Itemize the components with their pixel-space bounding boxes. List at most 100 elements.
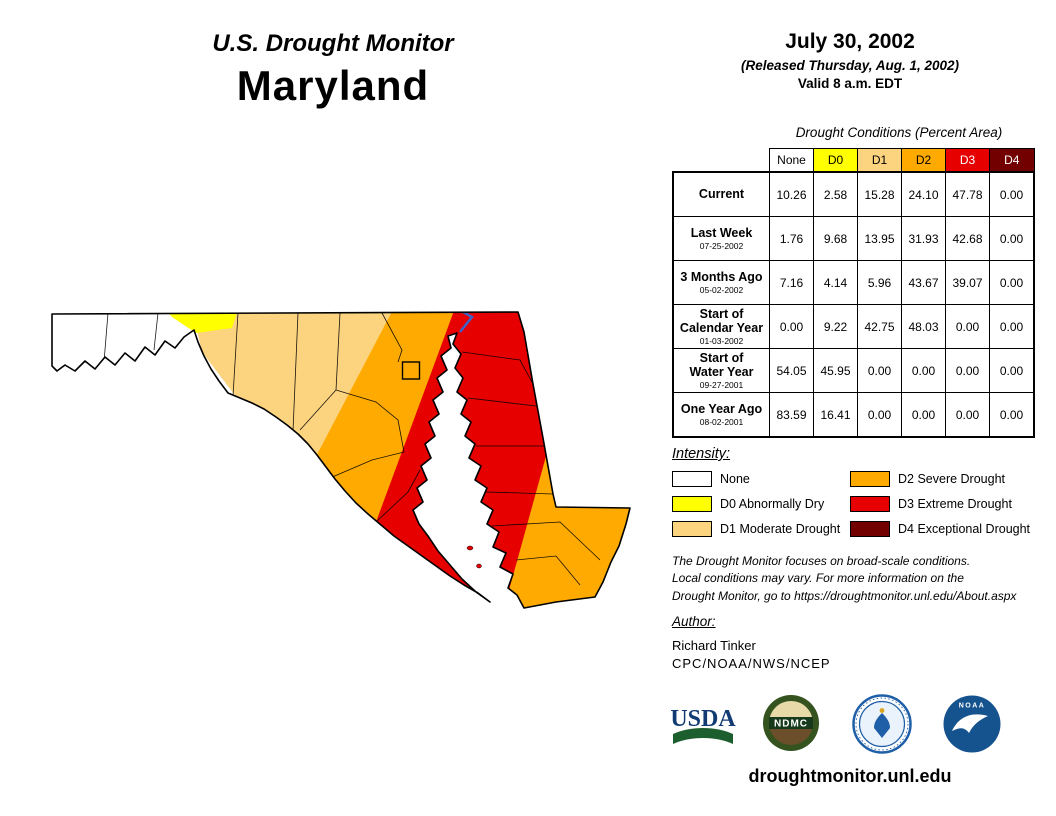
value-cell: 9.22 xyxy=(813,304,858,349)
noaa-logo: NOAA xyxy=(942,694,1002,759)
legend-item-d4: D4 Exceptional Drought xyxy=(850,520,1030,537)
row-label-last-week: Last Week 07-25-2002 xyxy=(672,216,770,261)
value-cell: 54.05 xyxy=(769,348,814,393)
column-header-d4: D4 xyxy=(989,148,1035,173)
column-header-d2: D2 xyxy=(901,148,946,173)
footer-url: droughtmonitor.unl.edu xyxy=(748,766,952,786)
legend-title: Intensity: xyxy=(672,446,731,462)
value-cell: 0.00 xyxy=(989,348,1035,393)
drought-conditions-table: None D0 D1 D2 D3 D4 Current 10.26 2.58 1… xyxy=(672,148,1035,438)
noaa-logo-text: NOAA xyxy=(959,703,986,710)
region-d0-abnormally-dry xyxy=(160,312,240,333)
county-boundaries xyxy=(103,312,601,586)
legend-column-left: None D0 Abnormally Dry D1 Moderate Droug… xyxy=(672,470,840,537)
value-cell: 0.00 xyxy=(901,392,946,438)
legend-item-d3: D3 Extreme Drought xyxy=(850,495,1030,512)
value-cell: 0.00 xyxy=(989,171,1035,217)
value-cell: 83.59 xyxy=(769,392,814,438)
commerce-seal-logo xyxy=(852,694,912,759)
bay-island xyxy=(466,545,474,551)
column-header-d0: D0 xyxy=(813,148,858,173)
legend-item-d0: D0 Abnormally Dry xyxy=(672,495,840,512)
table-row: Start of Calendar Year 01-03-2002 0.00 9… xyxy=(672,304,1035,349)
value-cell: 0.00 xyxy=(901,348,946,393)
map-date: July 30, 2002 xyxy=(785,30,915,53)
table-row: One Year Ago 08-02-2001 83.59 16.41 0.00… xyxy=(672,392,1035,438)
value-cell: 0.00 xyxy=(945,392,990,438)
disclaimer-text: The Drought Monitor focuses on broad-sca… xyxy=(672,554,1017,603)
value-cell: 4.14 xyxy=(813,260,858,305)
legend-item-d1: D1 Moderate Drought xyxy=(672,520,840,537)
value-cell: 0.00 xyxy=(857,348,902,393)
value-cell: 42.68 xyxy=(945,216,990,261)
value-cell: 16.41 xyxy=(813,392,858,438)
legend-swatch-d4 xyxy=(850,520,890,537)
value-cell: 0.00 xyxy=(945,348,990,393)
value-cell: 31.93 xyxy=(901,216,946,261)
value-cell: 2.58 xyxy=(813,171,858,217)
released-date: (Released Thursday, Aug. 1, 2002) xyxy=(740,58,960,73)
table-title: Drought Conditions (Percent Area) xyxy=(795,125,1003,140)
legend-column-right: D2 Severe Drought D3 Extreme Drought D4 … xyxy=(850,470,1030,537)
row-label-3-months-ago: 3 Months Ago 05-02-2002 xyxy=(672,260,770,305)
page-title: U.S. Drought Monitor xyxy=(212,30,454,57)
commerce-torch xyxy=(879,708,885,713)
value-cell: 13.95 xyxy=(857,216,902,261)
row-label-current: Current xyxy=(672,171,770,217)
maryland-drought-map xyxy=(51,311,631,609)
legend-swatch-d2 xyxy=(850,470,890,487)
table-corner-cell xyxy=(673,149,770,173)
table-header: None D0 D1 D2 D3 D4 xyxy=(673,148,1035,173)
city-marker-square xyxy=(401,361,421,380)
value-cell: 15.28 xyxy=(857,171,902,217)
value-cell: 0.00 xyxy=(989,392,1035,438)
value-cell: 45.95 xyxy=(813,348,858,393)
state-outline xyxy=(51,311,631,609)
ndmc-band xyxy=(769,717,813,729)
table-row: 3 Months Ago 05-02-2002 7.16 4.14 5.96 4… xyxy=(672,260,1035,305)
legend-swatch-none xyxy=(672,470,712,487)
value-cell: 5.96 xyxy=(857,260,902,305)
value-cell: 24.10 xyxy=(901,171,946,217)
author-heading: Author: xyxy=(672,614,716,629)
bay-island xyxy=(476,563,482,569)
value-cell: 0.00 xyxy=(857,392,902,438)
commerce-eagle-emblem xyxy=(874,713,890,738)
table-row: Last Week 07-25-2002 1.76 9.68 13.95 31.… xyxy=(672,216,1035,261)
date-block: July 30, 2002 (Released Thursday, Aug. 1… xyxy=(672,30,1028,91)
column-header-none: None xyxy=(769,148,814,173)
usda-logo: USDA xyxy=(670,702,736,757)
legend-swatch-d1 xyxy=(672,520,712,537)
value-cell: 0.00 xyxy=(989,260,1035,305)
noaa-seabird xyxy=(952,714,988,733)
author-name: Richard Tinker xyxy=(672,638,756,653)
legend-item-d2: D2 Severe Drought xyxy=(850,470,1030,487)
usda-green-swoosh xyxy=(673,728,733,744)
value-cell: 39.07 xyxy=(945,260,990,305)
value-cell: 42.75 xyxy=(857,304,902,349)
valid-time: Valid 8 a.m. EDT xyxy=(797,76,903,91)
column-header-d3: D3 xyxy=(945,148,990,173)
row-label-start-calendar-year: Start of Calendar Year 01-03-2002 xyxy=(672,304,770,349)
value-cell: 43.67 xyxy=(901,260,946,305)
legend-item-none: None xyxy=(672,470,840,487)
row-label-one-year-ago: One Year Ago 08-02-2001 xyxy=(672,392,770,438)
value-cell: 0.00 xyxy=(769,304,814,349)
value-cell: 0.00 xyxy=(989,216,1035,261)
value-cell: 9.68 xyxy=(813,216,858,261)
value-cell: 1.76 xyxy=(769,216,814,261)
row-label-start-water-year: Start of Water Year 09-27-2001 xyxy=(672,348,770,393)
region-d2-west-band xyxy=(310,312,460,526)
value-cell: 7.16 xyxy=(769,260,814,305)
commerce-ring-lettering xyxy=(855,697,909,751)
value-cell: 10.26 xyxy=(769,171,814,217)
legend-swatch-d3 xyxy=(850,495,890,512)
table-row: Current 10.26 2.58 15.28 24.10 47.78 0.0… xyxy=(672,171,1035,217)
value-cell: 0.00 xyxy=(945,304,990,349)
susquehanna-river xyxy=(449,312,474,333)
usda-logo-text: USDA xyxy=(670,706,736,732)
author-org: CPC/NOAA/NWS/NCEP xyxy=(672,656,831,671)
value-cell: 48.03 xyxy=(901,304,946,349)
ndmc-logo-text: NDMC xyxy=(774,719,808,730)
